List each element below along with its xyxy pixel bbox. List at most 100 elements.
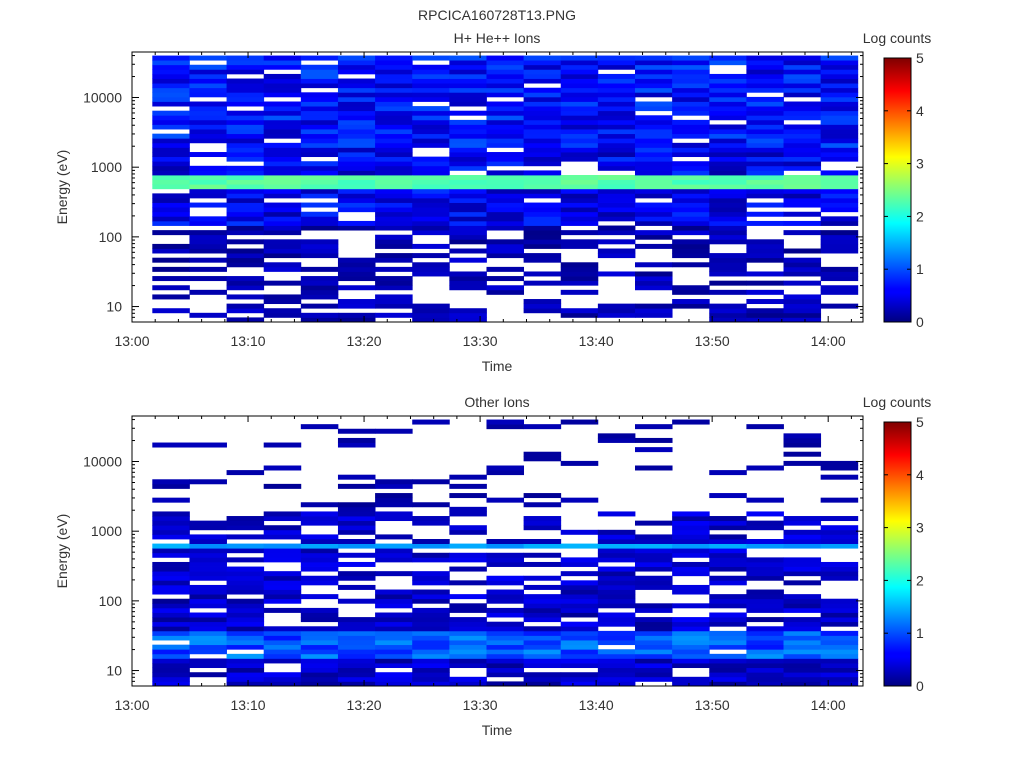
- heatmap-cell: [672, 262, 710, 268]
- heatmap-cell: [709, 598, 747, 604]
- heatmap-cell: [337, 142, 376, 148]
- heatmap-cell: [820, 566, 859, 572]
- heatmap-cell: [412, 170, 450, 176]
- heatmap-cell: [375, 179, 413, 185]
- heatmap-cell: [226, 188, 265, 194]
- heatmap-cell: [449, 83, 487, 89]
- heatmap-cell: [672, 640, 710, 646]
- heatmap-cell: [337, 598, 376, 604]
- heatmap-cell: [597, 663, 636, 669]
- heatmap-cell: [226, 170, 265, 176]
- heatmap-cell: [300, 170, 339, 176]
- heatmap-cell: [783, 433, 822, 439]
- heatmap-cell: [263, 83, 302, 89]
- heatmap-cell: [523, 649, 562, 655]
- heatmap-cell: [523, 225, 562, 231]
- heatmap-cell: [486, 101, 525, 107]
- heatmap-cell: [486, 184, 525, 190]
- heatmap-cell: [412, 676, 450, 682]
- heatmap-cell: [375, 142, 413, 148]
- heatmap-cell: [597, 147, 636, 153]
- heatmap-cell: [560, 672, 599, 678]
- heatmap-cell: [300, 220, 339, 226]
- heatmap-cell: [486, 220, 525, 226]
- heatmap-cell: [783, 248, 822, 254]
- heatmap-cell: [189, 124, 227, 130]
- heatmap-cell: [672, 133, 710, 139]
- heatmap-cell: [152, 133, 190, 139]
- heatmap-cell: [152, 649, 190, 655]
- heatmap-cell: [226, 603, 265, 609]
- heatmap-cell: [672, 630, 710, 636]
- heatmap-cell: [746, 667, 784, 673]
- heatmap-cell: [635, 243, 673, 249]
- heatmap-cell: [375, 175, 413, 180]
- heatmap-cell: [375, 285, 413, 291]
- heatmap-cell: [560, 594, 599, 600]
- heatmap-cell: [300, 653, 339, 659]
- heatmap-cell: [152, 548, 190, 554]
- heatmap-cell: [263, 607, 302, 613]
- heatmap-cell: [375, 188, 413, 194]
- heatmap-cell: [300, 649, 339, 655]
- heatmap-cell: [449, 142, 487, 148]
- heatmap-cell: [152, 308, 190, 314]
- heatmap-cell: [783, 165, 822, 171]
- heatmap-cell: [300, 138, 339, 144]
- heatmap-cell: [820, 635, 859, 641]
- heatmap-cell: [226, 520, 265, 526]
- heatmap-cell: [375, 681, 413, 687]
- heatmap-cell: [820, 289, 859, 295]
- heatmap-cell: [300, 557, 339, 563]
- heatmap-cell: [746, 202, 784, 208]
- heatmap-cell: [820, 138, 859, 144]
- heatmap-cell: [597, 129, 636, 135]
- heatmap-cell: [523, 575, 562, 581]
- heatmap-cell: [412, 92, 450, 98]
- heatmap-cell: [375, 303, 413, 309]
- heatmap-cell: [337, 575, 376, 581]
- heatmap-cell: [635, 129, 673, 135]
- heatmap-cell: [746, 289, 784, 295]
- heatmap-cell: [635, 630, 673, 636]
- heatmap-cell: [412, 55, 450, 61]
- heatmap-cell: [226, 534, 265, 540]
- heatmap-cell: [635, 69, 673, 75]
- heatmap-cell: [523, 630, 562, 636]
- heatmap-cell: [783, 69, 822, 75]
- heatmap-cell: [375, 497, 413, 503]
- heatmap-cell: [449, 138, 487, 144]
- panel-h-he-ions: H+ He++ Ions 13:00 13:10 13:20 13:30 13:40 13…: [54, 30, 931, 374]
- heatmap-cell: [486, 649, 525, 655]
- colorbar: [883, 421, 912, 687]
- heatmap-cell: [523, 456, 562, 462]
- heatmap-cell: [709, 124, 747, 130]
- heatmap-cell: [486, 672, 525, 678]
- colorbar: [883, 57, 912, 323]
- heatmap-cell: [337, 156, 376, 162]
- heatmap-cell: [152, 479, 190, 485]
- heatmap-cell: [449, 119, 487, 125]
- heatmap-cell: [820, 465, 859, 471]
- heatmap-cell: [486, 635, 525, 641]
- heatmap-cell: [486, 644, 525, 650]
- heatmap-cell: [263, 175, 302, 180]
- heatmap-cell: [783, 667, 822, 673]
- heatmap-cell: [337, 133, 376, 139]
- heatmap-cell: [523, 60, 562, 66]
- heatmap-cell: [337, 119, 376, 125]
- heatmap-cell: [189, 202, 227, 208]
- heatmap-cell: [783, 147, 822, 153]
- heatmap-cell: [523, 424, 562, 430]
- heatmap-cell: [523, 525, 562, 531]
- heatmap-cell: [300, 516, 339, 522]
- heatmap-cell: [560, 64, 599, 70]
- heatmap-cell: [486, 663, 525, 669]
- heatmap-cell: [672, 516, 710, 522]
- heatmap-cell: [300, 635, 339, 641]
- heatmap-cell: [189, 188, 227, 194]
- heatmap-cell: [152, 152, 190, 158]
- heatmap-cell: [820, 460, 859, 466]
- heatmap-cell: [746, 672, 784, 678]
- heatmap-cell: [560, 649, 599, 655]
